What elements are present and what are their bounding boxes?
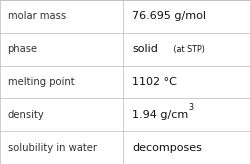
Text: 1102 °C: 1102 °C <box>132 77 178 87</box>
Text: phase: phase <box>8 44 38 54</box>
Text: decomposes: decomposes <box>132 143 202 153</box>
Text: (at STP): (at STP) <box>171 45 205 54</box>
Text: density: density <box>8 110 44 120</box>
Text: 76.695 g/mol: 76.695 g/mol <box>132 11 206 21</box>
Text: melting point: melting point <box>8 77 74 87</box>
Text: solubility in water: solubility in water <box>8 143 96 153</box>
Text: solid: solid <box>132 44 158 54</box>
Text: 1.94 g/cm: 1.94 g/cm <box>132 110 189 120</box>
Text: 3: 3 <box>189 103 194 112</box>
Text: molar mass: molar mass <box>8 11 66 21</box>
